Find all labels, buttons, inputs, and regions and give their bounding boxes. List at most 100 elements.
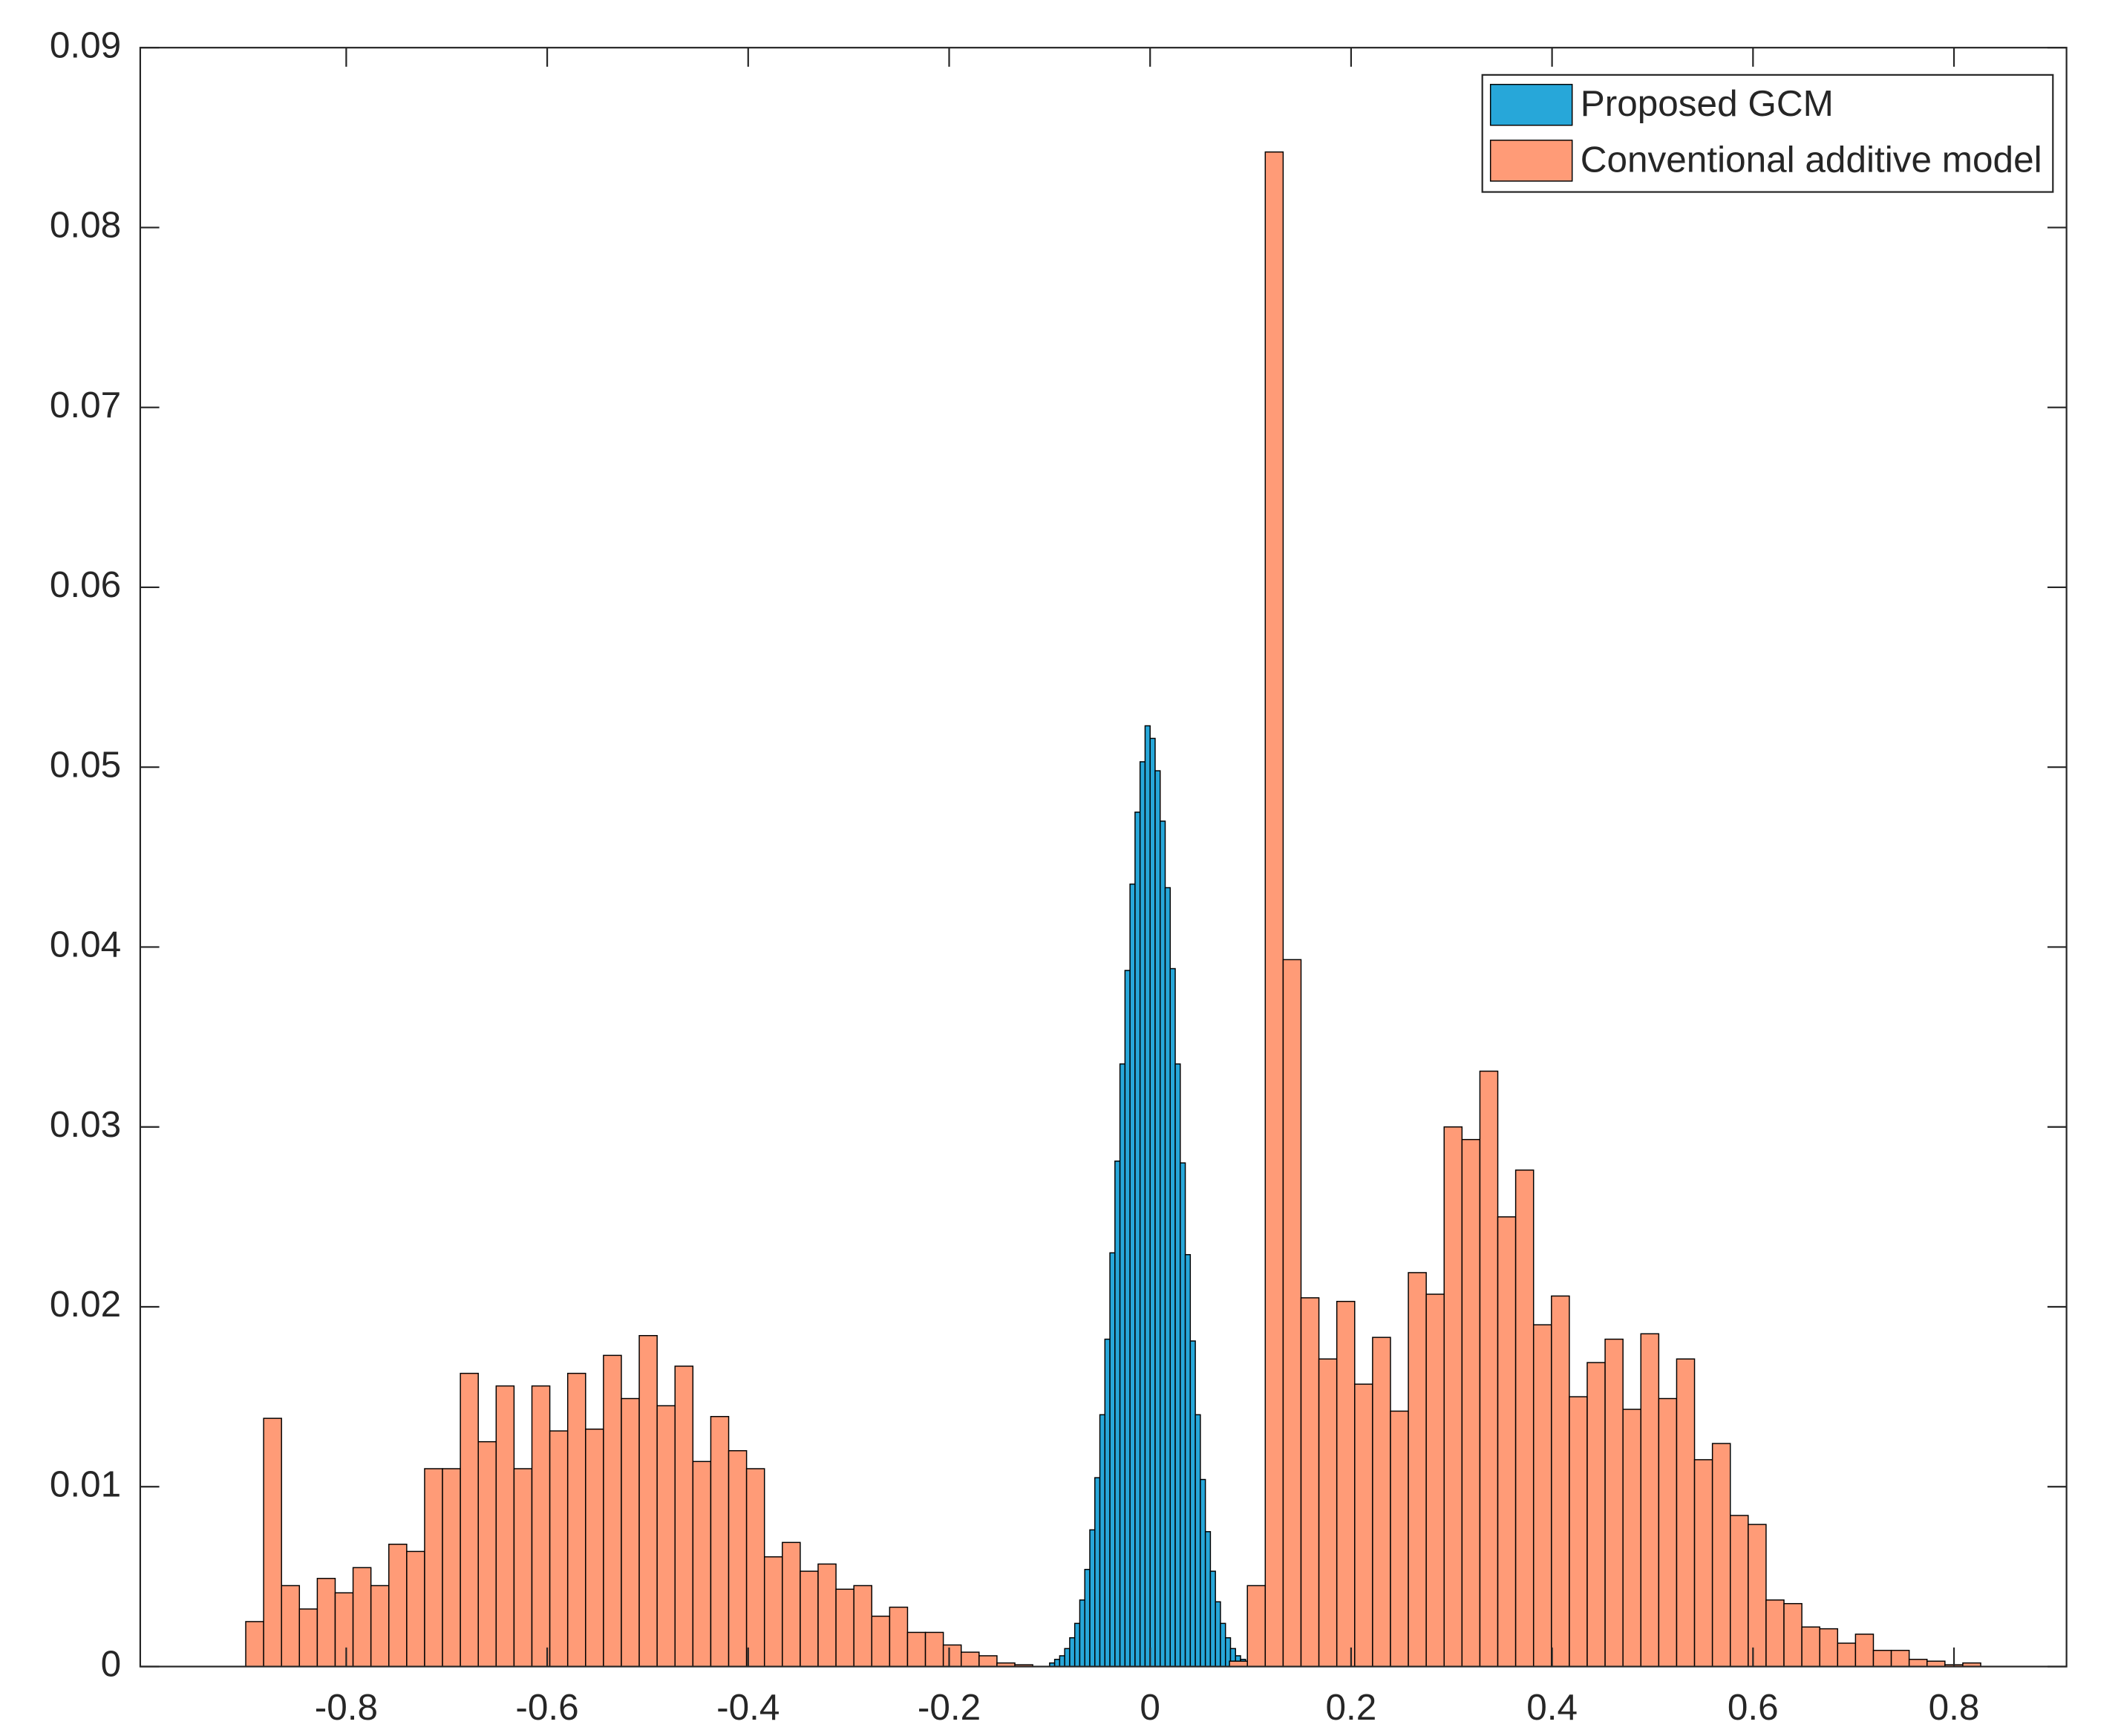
y-tick-label: 0.05 — [50, 744, 121, 785]
histogram-bar — [1622, 1409, 1642, 1668]
histogram-bar — [1729, 1515, 1749, 1668]
histogram-bar — [1479, 1070, 1499, 1668]
histogram-bar — [513, 1468, 533, 1668]
histogram-bar — [1586, 1362, 1606, 1668]
x-tick-label: 0.8 — [1929, 1687, 1980, 1728]
histogram-bar — [298, 1608, 318, 1668]
x-tick-label: -0.8 — [315, 1687, 378, 1728]
histogram-bar — [1069, 1637, 1076, 1668]
histogram-bar — [1372, 1337, 1391, 1668]
histogram-bar — [1164, 887, 1171, 1668]
histogram-bar — [1084, 1568, 1091, 1668]
histogram-bar — [924, 1631, 944, 1668]
histogram-bar — [1532, 1324, 1552, 1668]
histogram-bar — [1676, 1358, 1696, 1668]
histogram-bar — [1318, 1358, 1338, 1668]
histogram-bar — [763, 1556, 783, 1668]
histogram-bar — [621, 1397, 640, 1668]
histogram-bar — [281, 1585, 301, 1668]
legend-swatch — [1489, 83, 1573, 126]
histogram-bar — [1497, 1216, 1517, 1668]
histogram-bar — [1215, 1601, 1221, 1668]
histogram-bar — [245, 1621, 264, 1668]
x-tick-label: 0.4 — [1526, 1687, 1578, 1728]
y-tick-label: 0.07 — [50, 385, 121, 425]
y-tick-label: 0.04 — [50, 924, 121, 965]
y-tick-label: 0.09 — [50, 25, 121, 65]
histogram-bar — [263, 1417, 282, 1668]
histogram-bar — [1169, 967, 1176, 1668]
histogram-bar — [835, 1588, 854, 1668]
x-tick-label: -0.6 — [515, 1687, 578, 1728]
y-tick-label: 0 — [101, 1644, 122, 1685]
histogram-bar — [1801, 1626, 1820, 1668]
histogram-bar — [1184, 1253, 1192, 1668]
histogram-bar — [603, 1354, 622, 1668]
histogram-bar — [1149, 737, 1156, 1668]
histogram-bar — [1209, 1570, 1216, 1668]
histogram-bar — [1114, 1161, 1121, 1668]
histogram-bar — [800, 1570, 819, 1668]
histogram-bar — [1837, 1642, 1857, 1668]
y-tick-label: 0.02 — [50, 1284, 121, 1325]
histogram-bar — [1124, 970, 1131, 1668]
histogram-bar — [961, 1651, 980, 1668]
histogram-bar — [1160, 820, 1166, 1668]
histogram-bar — [406, 1550, 425, 1668]
x-tick-label: -0.2 — [918, 1687, 981, 1728]
histogram-bar — [638, 1334, 658, 1668]
histogram-bar — [1180, 1162, 1186, 1668]
histogram-bar — [1109, 1252, 1116, 1668]
histogram-bar — [1461, 1138, 1481, 1668]
histogram-bar — [1104, 1338, 1111, 1668]
histogram-bar — [871, 1615, 891, 1668]
histogram-bar — [1174, 1063, 1181, 1668]
legend-box — [1481, 74, 2054, 193]
histogram-bar — [1204, 1531, 1212, 1668]
histogram-bar — [710, 1416, 730, 1668]
histogram-bar — [316, 1578, 336, 1668]
histogram-bar — [978, 1655, 998, 1668]
histogram-bar — [334, 1592, 354, 1668]
histogram-bar — [1872, 1649, 1892, 1668]
histogram-bar — [1390, 1410, 1409, 1668]
histogram-bar — [692, 1461, 712, 1668]
histogram-bar — [942, 1644, 962, 1668]
histogram-bar — [674, 1365, 694, 1668]
histogram-bar — [1089, 1529, 1096, 1668]
histogram-bar — [656, 1405, 676, 1668]
x-tick-label: -0.4 — [716, 1687, 780, 1728]
histogram-bar — [1073, 1622, 1081, 1668]
histogram-bar — [1658, 1397, 1678, 1668]
histogram-bar — [1408, 1272, 1427, 1668]
histogram-bar — [1079, 1599, 1085, 1668]
histogram-bar — [549, 1430, 569, 1668]
histogram-bar — [1264, 151, 1284, 1668]
x-tick-label: 0.6 — [1728, 1687, 1779, 1728]
histogram-bar — [1246, 1585, 1267, 1668]
histogram-bar — [1783, 1602, 1803, 1668]
histogram-bar — [1144, 725, 1151, 1668]
histogram-bar — [728, 1450, 748, 1668]
legend-swatch — [1489, 140, 1573, 182]
histogram-bar — [1139, 761, 1146, 1668]
histogram-bar — [1134, 812, 1141, 1668]
histogram-bar — [1189, 1340, 1196, 1668]
legend: Proposed GCM Conventional additive model — [1481, 74, 2054, 193]
histogram-bar — [1604, 1338, 1624, 1668]
histogram-bar — [1908, 1659, 1928, 1668]
histogram-bar — [889, 1606, 909, 1668]
histogram-bar — [1514, 1169, 1535, 1668]
histogram-bar — [745, 1468, 765, 1668]
histogram-bar — [1443, 1126, 1463, 1668]
histogram-bar — [1282, 959, 1302, 1668]
histogram-bar — [388, 1544, 408, 1668]
histogram-bar — [1119, 1063, 1126, 1668]
histogram-bar — [370, 1585, 390, 1668]
histogram-bar — [1748, 1524, 1767, 1668]
histogram-bar — [1154, 770, 1161, 1668]
x-tick-label: 0 — [1140, 1687, 1160, 1728]
histogram-bar — [1640, 1333, 1660, 1668]
histogram-bar — [531, 1385, 551, 1668]
